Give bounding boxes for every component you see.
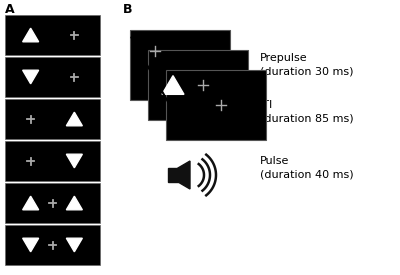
Text: Pulse
(duration 40 ms): Pulse (duration 40 ms) — [260, 156, 354, 180]
Bar — [148, 50, 248, 120]
Bar — [5, 141, 100, 181]
Text: A: A — [5, 3, 15, 16]
Polygon shape — [178, 161, 190, 189]
Polygon shape — [168, 168, 178, 182]
Bar — [5, 183, 100, 223]
Text: ITI
(duration 85 ms): ITI (duration 85 ms) — [260, 100, 354, 123]
Polygon shape — [66, 112, 82, 126]
Polygon shape — [66, 238, 82, 252]
Bar — [5, 225, 100, 265]
Bar — [130, 30, 230, 100]
Polygon shape — [162, 76, 184, 94]
Polygon shape — [66, 196, 82, 210]
Text: B: B — [123, 3, 132, 16]
Text: Prepulse
(duration 30 ms): Prepulse (duration 30 ms) — [260, 53, 354, 77]
Bar — [5, 99, 100, 139]
Bar — [5, 15, 100, 55]
Polygon shape — [23, 196, 39, 210]
Polygon shape — [66, 154, 82, 168]
Bar — [5, 57, 100, 97]
Bar — [166, 70, 266, 140]
Polygon shape — [23, 238, 39, 252]
Polygon shape — [23, 28, 39, 42]
Polygon shape — [23, 70, 39, 84]
